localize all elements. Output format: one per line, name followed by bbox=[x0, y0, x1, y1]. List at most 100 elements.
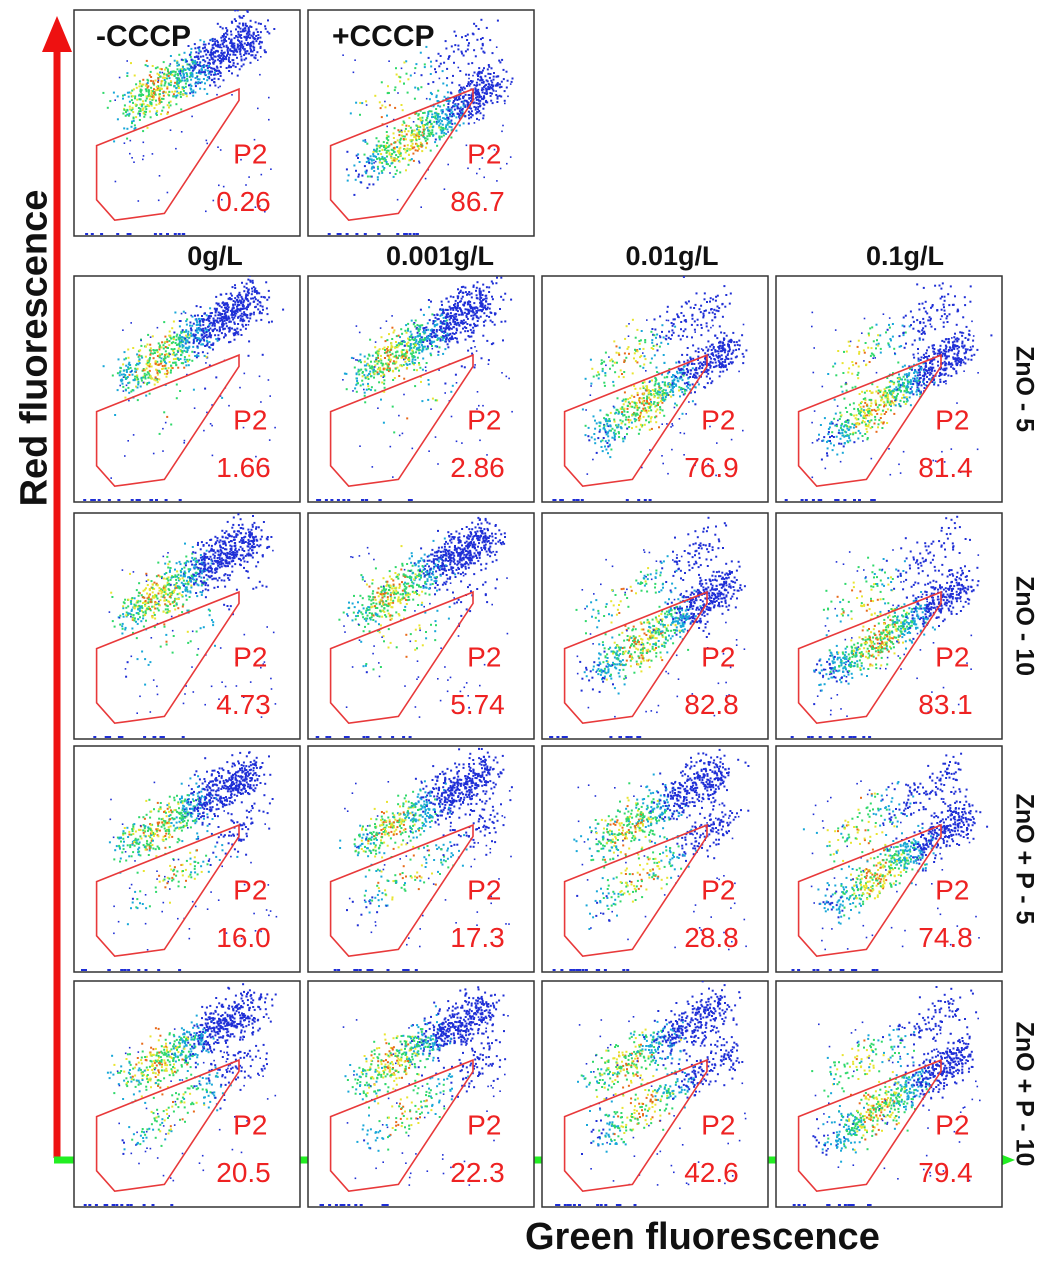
event-dot bbox=[453, 313, 456, 316]
event-dot bbox=[475, 297, 478, 300]
event-dot bbox=[186, 79, 189, 82]
event-dot bbox=[479, 112, 482, 115]
event-dot bbox=[180, 108, 183, 111]
event-dot bbox=[716, 305, 719, 308]
event-dot bbox=[467, 122, 470, 125]
event-dot bbox=[439, 314, 442, 317]
event-dot bbox=[177, 82, 180, 85]
event-dot bbox=[665, 334, 668, 337]
event-dot bbox=[184, 361, 187, 363]
event-dot bbox=[398, 141, 401, 144]
event-dot bbox=[742, 362, 745, 365]
event-dot bbox=[459, 300, 462, 303]
event-dot bbox=[438, 369, 440, 371]
event-dot bbox=[464, 338, 467, 341]
event-dot bbox=[239, 386, 241, 389]
event-dot bbox=[478, 110, 481, 112]
event-dot bbox=[238, 48, 241, 51]
event-dot bbox=[625, 356, 628, 359]
event-dot bbox=[454, 299, 457, 302]
event-dot bbox=[242, 303, 245, 306]
event-dot bbox=[148, 381, 151, 384]
event-dot bbox=[447, 107, 450, 110]
event-dot bbox=[490, 312, 493, 314]
event-dot bbox=[431, 113, 434, 116]
event-dot bbox=[206, 411, 208, 414]
event-dot bbox=[380, 336, 383, 339]
event-dot bbox=[212, 342, 215, 345]
event-dot bbox=[487, 88, 490, 91]
event-dot bbox=[593, 438, 596, 441]
event-dot bbox=[725, 334, 728, 337]
event-dot bbox=[391, 315, 393, 317]
event-dot bbox=[461, 312, 464, 315]
event-dot bbox=[244, 52, 247, 55]
event-dot bbox=[214, 73, 217, 76]
event-dot bbox=[184, 339, 187, 342]
event-dot bbox=[373, 376, 375, 379]
event-dot bbox=[476, 117, 478, 120]
event-dot bbox=[371, 354, 374, 357]
event-dot bbox=[212, 322, 215, 325]
event-dot bbox=[482, 107, 485, 110]
event-dot bbox=[695, 366, 698, 369]
event-dot bbox=[170, 366, 173, 369]
event-dot bbox=[258, 292, 261, 295]
event-dot bbox=[439, 62, 442, 65]
event-dot bbox=[180, 131, 183, 133]
event-dot bbox=[181, 351, 184, 354]
event-dot bbox=[714, 349, 717, 352]
event-dot bbox=[438, 65, 441, 68]
event-dot bbox=[374, 94, 377, 97]
event-dot bbox=[476, 92, 479, 95]
event-dot bbox=[445, 100, 448, 102]
event-dot bbox=[484, 319, 487, 322]
event-dot bbox=[367, 157, 370, 160]
event-dot bbox=[465, 316, 468, 318]
event-dot bbox=[217, 78, 220, 81]
event-dot bbox=[647, 389, 650, 391]
event-dot bbox=[448, 125, 451, 128]
event-dot bbox=[195, 330, 198, 333]
event-dot bbox=[247, 288, 250, 291]
event-dot bbox=[383, 379, 386, 382]
event-dot bbox=[359, 101, 362, 104]
event-dot bbox=[661, 392, 664, 395]
event-dot bbox=[455, 327, 458, 330]
event-dot bbox=[491, 92, 493, 95]
event-dot bbox=[669, 383, 672, 386]
event-dot bbox=[646, 401, 649, 403]
event-dot bbox=[722, 364, 725, 367]
event-dot bbox=[607, 435, 610, 438]
event-dot bbox=[245, 295, 248, 297]
event-dot bbox=[244, 24, 247, 27]
event-dot bbox=[185, 323, 188, 326]
event-dot bbox=[638, 398, 640, 401]
event-dot bbox=[472, 329, 475, 332]
event-dot bbox=[889, 402, 892, 405]
event-dot bbox=[671, 334, 673, 337]
event-dot bbox=[682, 330, 685, 333]
event-dot bbox=[714, 299, 717, 302]
event-dot bbox=[129, 366, 132, 369]
event-dot bbox=[167, 82, 170, 85]
event-dot bbox=[234, 284, 236, 287]
event-dot bbox=[153, 95, 155, 98]
event-dot bbox=[643, 381, 646, 384]
event-dot bbox=[594, 442, 597, 445]
event-dot bbox=[380, 359, 383, 362]
event-dot bbox=[246, 316, 249, 319]
event-dot bbox=[162, 359, 165, 362]
event-dot bbox=[393, 89, 396, 92]
event-dot bbox=[385, 161, 388, 163]
event-dot bbox=[184, 58, 187, 61]
event-dot bbox=[432, 320, 435, 322]
event-dot bbox=[356, 380, 359, 382]
event-dot bbox=[701, 363, 704, 366]
event-dot bbox=[872, 340, 875, 343]
event-dot bbox=[171, 327, 174, 330]
event-dot bbox=[385, 163, 388, 165]
event-dot bbox=[138, 358, 141, 361]
event-dot bbox=[452, 296, 455, 299]
event-dot bbox=[630, 421, 633, 424]
